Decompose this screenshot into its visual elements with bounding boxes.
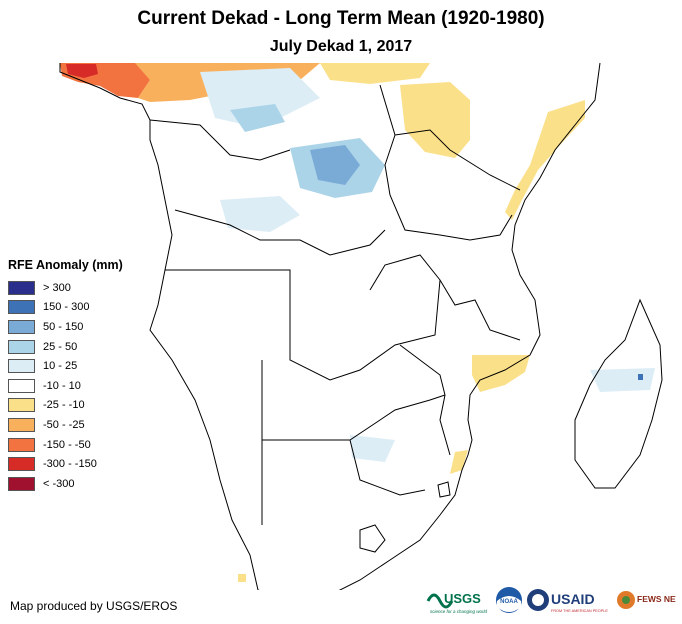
legend-item: 50 - 150 <box>8 317 148 337</box>
legend-swatch <box>8 319 35 334</box>
border-line-4 <box>379 84 521 241</box>
legend-item: -50 - -25 <box>8 415 148 435</box>
rainfall-anomaly-map <box>59 62 663 590</box>
legend-label: 50 - 150 <box>43 320 84 333</box>
legend-item: > 300 <box>8 278 148 298</box>
noaa-logo-text: NOAA <box>500 599 518 605</box>
noaa-logo: NOAA <box>496 587 522 613</box>
legend-list: > 300 150 - 300 50 - 150 25 - 50 10 - 25 -10 … <box>8 278 148 494</box>
map-outlines <box>59 62 663 590</box>
usaid-tagline: FROM THE AMERICAN PEOPLE <box>551 609 608 613</box>
credit-text: Map produced by USGS/EROS <box>10 599 178 613</box>
legend-swatch <box>8 378 35 393</box>
anomaly-wet-drc-core <box>310 145 360 185</box>
legend-label: -150 - -50 <box>43 438 91 451</box>
anomaly-wet-central <box>220 196 300 232</box>
fewsnet-logo-text: FEWS NET <box>637 594 676 604</box>
anomaly-deficit-natal <box>450 450 468 474</box>
legend-label: 10 - 25 <box>43 360 78 373</box>
legend-item: -150 - -50 <box>8 435 148 455</box>
border-line-1 <box>149 119 386 256</box>
border-line-2 <box>165 254 441 381</box>
legend-item: 10 - 25 <box>8 356 148 376</box>
usgs-logo: USGS science for a changing world <box>426 591 488 614</box>
legend-swatch <box>8 417 35 432</box>
madagascar-outline <box>574 298 663 489</box>
legend-swatch <box>8 280 35 295</box>
usaid-logo-text: USAID <box>551 591 595 607</box>
legend-item: 25 - 50 <box>8 337 148 357</box>
legend-label: > 300 <box>43 281 71 294</box>
legend-swatch <box>8 437 35 452</box>
legend-item: -10 - 10 <box>8 376 148 396</box>
legend-item: -300 - -150 <box>8 454 148 474</box>
anomaly-wet-madagascar <box>590 368 655 392</box>
usaid-logo: USAID FROM THE AMERICAN PEOPLE <box>527 589 608 613</box>
legend-label: 150 - 300 <box>43 301 90 314</box>
anomaly-deficit-west-red <box>66 64 98 78</box>
legend-label: < -300 <box>43 477 75 490</box>
legend-swatch <box>8 339 35 354</box>
anomaly-wet-madagascar-cell <box>638 374 643 380</box>
legend-swatch <box>8 457 35 472</box>
legend-label: -300 - -150 <box>43 458 97 471</box>
map-subtitle: July Dekad 1, 2017 <box>269 38 413 55</box>
legend: RFE Anomaly (mm) > 300 150 - 300 50 - 150 2… <box>8 258 148 494</box>
legend-item: -25 - -10 <box>8 396 148 416</box>
anomaly-deficit-top <box>320 63 430 84</box>
legend-label: 25 - 50 <box>43 340 78 353</box>
border-line-5 <box>399 279 521 456</box>
legend-swatch <box>8 300 35 315</box>
usgs-tagline: science for a changing world <box>430 609 488 614</box>
legend-label: -25 - -10 <box>43 399 85 412</box>
anomaly-wet-southafrica <box>350 435 395 462</box>
legend-item: < -300 <box>8 474 148 494</box>
legend-title: RFE Anomaly (mm) <box>8 258 123 272</box>
anomaly-deficit-somalia <box>505 100 585 220</box>
anomaly-wet-sahel-mid <box>230 104 285 132</box>
anomaly-overlay <box>60 63 655 582</box>
swaziland-outline <box>437 481 451 498</box>
legend-swatch <box>8 398 35 413</box>
border-line-3 <box>261 360 446 525</box>
anomaly-wet-sahel <box>200 68 320 128</box>
legend-label: -50 - -25 <box>43 418 85 431</box>
continent-coastline <box>59 62 601 590</box>
usgs-logo-text: USGS <box>444 591 481 606</box>
legend-swatch <box>8 476 35 491</box>
anomaly-deficit-southwest <box>238 574 246 582</box>
anomaly-deficit-ethiopia <box>400 82 470 158</box>
map-title: Current Dekad - Long Term Mean (1920-198… <box>137 8 545 29</box>
fewsnet-logo: FEWS NET <box>617 591 676 609</box>
lesotho-outline <box>359 524 386 553</box>
legend-swatch <box>8 359 35 374</box>
agency-logos: USGS science for a changing world NOAA U… <box>426 583 676 617</box>
legend-label: -10 - 10 <box>43 379 81 392</box>
legend-item: 150 - 300 <box>8 298 148 318</box>
